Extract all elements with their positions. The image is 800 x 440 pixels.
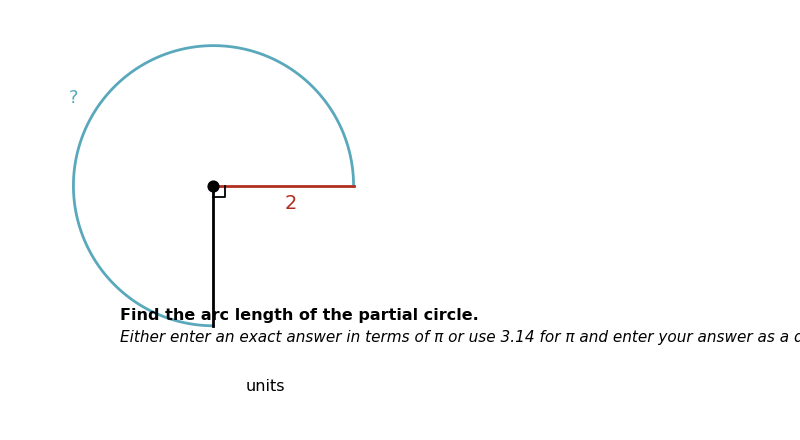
Text: ?: ? bbox=[69, 89, 78, 107]
Text: Either enter an exact answer in terms of π or use 3.14 for π and enter your answ: Either enter an exact answer in terms of… bbox=[120, 330, 800, 345]
Text: 2: 2 bbox=[284, 194, 297, 213]
Point bbox=[207, 182, 220, 189]
Text: Find the arc length of the partial circle.: Find the arc length of the partial circl… bbox=[120, 308, 478, 323]
Text: units: units bbox=[246, 379, 285, 394]
FancyBboxPatch shape bbox=[114, 371, 242, 401]
